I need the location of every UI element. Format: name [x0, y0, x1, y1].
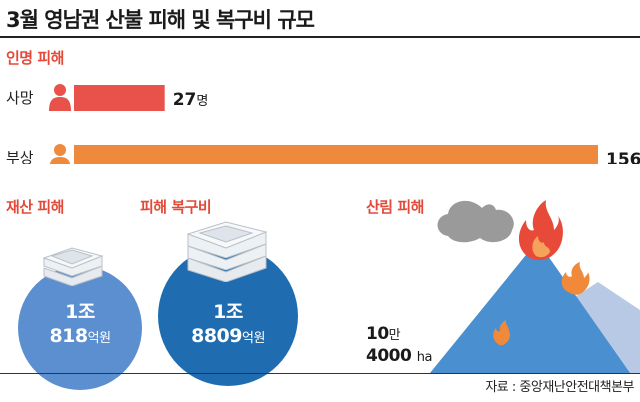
forest-section-label: 산림 피해 — [366, 198, 424, 216]
property-damage-value: 1조 818억원 — [18, 300, 142, 351]
forest-damage-value: 10만 4000 ha — [366, 324, 432, 368]
bar-value-label: 27명 — [173, 90, 209, 110]
property-value-line2: 818 — [49, 325, 88, 347]
casualty-section-label: 인명 피해 — [6, 49, 64, 67]
person-icon — [49, 144, 71, 164]
source-note: 자료 : 중앙재난안전대책본부 — [485, 380, 634, 395]
property-value-line1: 1조 — [65, 301, 95, 323]
recovery-value-line2: 8809 — [191, 325, 242, 347]
money-stack-icon — [186, 221, 268, 282]
recovery-value-unit: 억원 — [241, 331, 265, 346]
mountain-icon — [430, 250, 630, 373]
title-divider — [0, 36, 640, 38]
property-section-label: 재산 피해 — [6, 198, 64, 216]
bar — [74, 85, 165, 111]
property-damage-circle — [18, 266, 142, 390]
recovery-section-label: 피해 복구비 — [140, 198, 212, 216]
forest-value-line1: 10 — [366, 324, 389, 344]
forest-value-unit1: 만 — [388, 328, 401, 343]
bar-label: 사망 — [6, 89, 34, 107]
page-title: 3월 영남권 산불 피해 및 복구비 규모 — [6, 8, 315, 32]
bar-label: 부상 — [6, 149, 34, 164]
source-divider — [0, 373, 640, 374]
money-stack-icon — [42, 247, 104, 286]
forest-value-line2: 4000 — [366, 346, 412, 366]
property-value-unit: 억원 — [87, 331, 111, 346]
fire-icon — [493, 200, 590, 346]
person-icon — [49, 84, 71, 111]
smoke-icon — [437, 200, 514, 243]
bar — [74, 145, 598, 164]
mountain-fire-illustration — [430, 200, 640, 373]
bar-value-label: 156명 — [606, 150, 640, 164]
recovery-value-line1: 1조 — [213, 301, 243, 323]
recovery-cost-value: 1조 8809억원 — [158, 300, 298, 351]
forest-value-unit2: ha — [416, 350, 433, 365]
